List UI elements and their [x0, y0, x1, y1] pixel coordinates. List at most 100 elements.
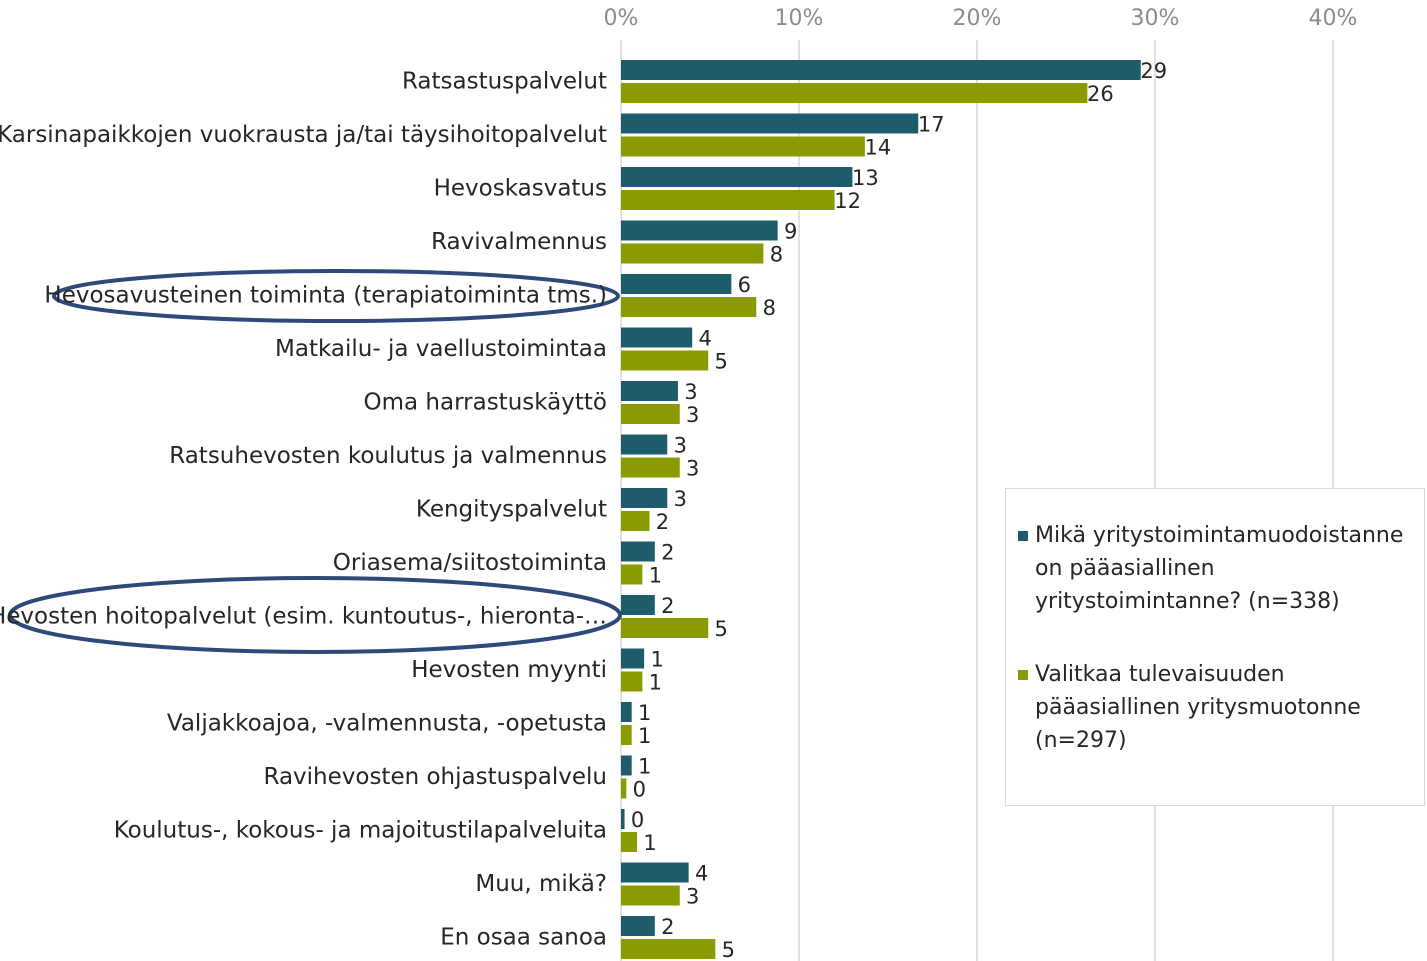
data-label: 1 [649, 671, 662, 695]
bar [621, 511, 650, 531]
data-label: 9 [784, 220, 797, 244]
data-label: 0 [631, 808, 644, 832]
bar [621, 671, 643, 692]
data-label: 1 [650, 648, 663, 672]
data-label: 5 [715, 350, 728, 374]
data-label: 13 [852, 166, 879, 190]
y-tick-label: Kengityspalvelut [416, 497, 607, 523]
bar [621, 404, 680, 424]
legend-item: Mikä yritystoimintamuodoistanne on pääas… [1018, 519, 1418, 618]
y-tick-label: Ravihevosten ohjastuspalvelu [263, 764, 607, 790]
bar [621, 457, 680, 478]
x-tick-label: 40% [1309, 6, 1358, 31]
data-label: 29 [1140, 59, 1167, 83]
data-label: 3 [674, 434, 687, 458]
data-label: 26 [1087, 82, 1114, 106]
bar [621, 862, 689, 883]
data-label: 6 [738, 273, 751, 297]
bar [621, 939, 716, 959]
legend: Mikä yritystoimintamuodoistanne on pääas… [1005, 488, 1425, 806]
y-tick-label: Oma harrastuskäyttö [364, 390, 607, 416]
bar [621, 541, 655, 562]
y-tick-label: Ravivalmennus [431, 229, 607, 255]
bar [621, 381, 678, 401]
bar [621, 832, 638, 852]
data-label: 3 [686, 885, 699, 909]
legend-label: Mikä yritystoimintamuodoistanne on pääas… [1035, 523, 1404, 614]
bar [621, 755, 632, 776]
data-label: 2 [656, 510, 669, 534]
y-tick-label: Muu, mikä? [475, 871, 607, 897]
data-label: 2 [661, 541, 674, 565]
data-label: 5 [722, 938, 735, 961]
bar [621, 434, 668, 455]
data-label: 1 [638, 724, 651, 748]
bar [621, 885, 680, 906]
bar [621, 113, 919, 134]
highlight-ellipse [52, 269, 620, 323]
data-label: 4 [695, 862, 708, 886]
data-label: 8 [763, 296, 776, 320]
data-label: 3 [686, 457, 699, 481]
y-tick-label: Koulutus-, kokous- ja majoitustilapalvel… [114, 818, 607, 844]
bar [621, 243, 764, 264]
bar [621, 136, 865, 157]
bar [621, 778, 627, 799]
data-label: 1 [638, 701, 651, 725]
data-label: 5 [715, 617, 728, 641]
bar [621, 618, 709, 638]
bar [621, 648, 645, 669]
bar [621, 60, 1141, 80]
data-label: 3 [674, 487, 687, 511]
y-tick-label: Hevosavusteinen toiminta (terapiatoimint… [44, 283, 607, 309]
bar [621, 274, 732, 294]
legend-swatch [1018, 670, 1028, 680]
data-label: 2 [661, 594, 674, 618]
x-tick-label: 10% [775, 6, 824, 31]
bar [621, 220, 778, 241]
data-label: 12 [834, 189, 861, 213]
data-label: 4 [699, 327, 712, 351]
data-label: 1 [649, 564, 662, 588]
x-tick-label: 0% [604, 6, 639, 31]
bar [621, 564, 643, 585]
bar [621, 297, 757, 317]
bar [621, 809, 625, 829]
bar [621, 595, 655, 615]
data-label: 14 [864, 136, 891, 160]
bar [621, 725, 632, 745]
y-tick-label: Hevosten myynti [411, 657, 607, 683]
legend-label: Valitkaa tulevaisuuden pääasiallinen yri… [1035, 662, 1361, 753]
legend-item: Valitkaa tulevaisuuden pääasiallinen yri… [1018, 658, 1418, 757]
highlight-ellipse [8, 576, 622, 654]
bar [621, 190, 835, 210]
legend-swatch [1018, 531, 1028, 541]
bar [621, 916, 655, 936]
data-label: 8 [770, 243, 783, 267]
y-tick-label: Karsinapaikkojen vuokrausta ja/tai täysi… [0, 122, 607, 148]
y-tick-label: Matkailu- ja vaellustoimintaa [275, 336, 607, 362]
bar [621, 327, 693, 348]
y-tick-label: En osaa sanoa [440, 925, 607, 951]
bar [621, 83, 1088, 103]
y-tick-label: Ratsastuspalvelut [402, 69, 607, 95]
y-tick-label: Valjakkoajoa, -valmennusta, -opetusta [167, 711, 607, 737]
y-tick-label: Hevosten hoitopalvelut (esim. kuntoutus-… [0, 604, 607, 630]
bar [621, 350, 709, 371]
y-tick-label: Ratsuhevosten koulutus ja valmennus [169, 443, 607, 469]
data-label: 3 [684, 380, 697, 404]
bar [621, 167, 853, 187]
data-label: 1 [643, 831, 656, 855]
data-label: 3 [686, 403, 699, 427]
y-tick-label: Oriasema/siitostoiminta [333, 550, 607, 576]
bar [621, 702, 632, 722]
data-label: 2 [661, 915, 674, 939]
data-label: 17 [918, 113, 945, 137]
x-tick-label: 30% [1131, 6, 1180, 31]
bar [621, 488, 668, 508]
data-label: 1 [638, 755, 651, 779]
x-tick-label: 20% [953, 6, 1002, 31]
y-tick-label: Hevoskasvatus [434, 176, 607, 202]
